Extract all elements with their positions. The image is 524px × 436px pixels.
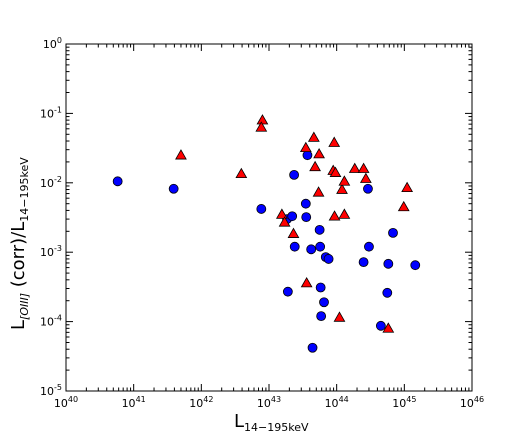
x-tick-label: 1042 xyxy=(189,395,213,410)
data-point-triangle xyxy=(357,162,370,173)
data-point-triangle xyxy=(328,210,341,221)
data-point-circle xyxy=(112,176,123,187)
y-tick-label: 10-5 xyxy=(40,383,62,398)
data-point-circle xyxy=(289,241,300,252)
x-tick-label: 1043 xyxy=(257,395,281,410)
data-markers xyxy=(112,114,421,353)
data-point-triangle xyxy=(255,121,268,132)
data-point-circle xyxy=(282,286,293,297)
data-point-circle xyxy=(314,224,325,235)
data-point-triangle xyxy=(313,147,325,159)
data-point-circle xyxy=(256,204,267,214)
data-point-triangle xyxy=(397,200,410,212)
data-point-circle xyxy=(363,183,373,194)
data-point-circle xyxy=(382,287,393,298)
y-axis-label: L[OIII] (corr)/L14−195keV xyxy=(8,157,31,330)
data-point-triangle xyxy=(307,131,320,142)
data-point-triangle xyxy=(309,160,321,172)
data-point-triangle xyxy=(359,172,372,183)
y-tick-label: 10-3 xyxy=(40,244,62,259)
data-point-triangle xyxy=(287,227,300,238)
data-point-circle xyxy=(410,260,421,271)
data-point-circle xyxy=(301,212,312,223)
data-point-triangle xyxy=(329,166,342,177)
data-point-circle xyxy=(358,257,369,268)
data-point-triangle xyxy=(401,181,414,192)
y-tick-label: 100 xyxy=(43,36,62,51)
y-tick-label: 10-1 xyxy=(40,105,62,120)
x-tick-label: 1040 xyxy=(54,395,78,410)
data-point-circle xyxy=(306,244,317,255)
data-point-triangle xyxy=(235,167,248,179)
data-point-triangle xyxy=(338,208,351,219)
data-point-circle xyxy=(287,211,298,222)
data-point-triangle xyxy=(382,322,395,333)
data-point-triangle xyxy=(175,149,187,160)
data-point-triangle xyxy=(300,276,313,288)
x-axis-label: L14−195keV xyxy=(234,411,309,434)
x-tick-label: 1045 xyxy=(392,395,416,410)
x-tick-label: 1044 xyxy=(325,395,349,410)
y-tick-label: 10-2 xyxy=(40,175,62,190)
data-point-circle xyxy=(168,183,179,194)
x-tick-label: 1046 xyxy=(460,395,484,410)
data-point-circle xyxy=(289,169,300,180)
data-point-triangle xyxy=(336,183,348,194)
data-point-triangle xyxy=(312,186,325,197)
data-point-triangle xyxy=(275,208,288,219)
data-point-circle xyxy=(375,320,386,331)
data-point-circle xyxy=(323,254,334,264)
data-point-circle xyxy=(300,198,311,209)
y-tick-label: 10-4 xyxy=(40,314,62,329)
data-point-circle xyxy=(388,227,398,238)
data-point-triangle xyxy=(348,162,361,173)
x-tick-label: 1041 xyxy=(122,395,146,410)
data-point-triangle xyxy=(333,311,346,322)
data-point-circle xyxy=(319,297,329,308)
data-point-circle xyxy=(364,241,374,252)
axis-ticks: 1040 1041 1042 1043 1044 1045 1046 100 10-1 10-2 1… xyxy=(40,36,484,410)
data-point-circle xyxy=(383,258,394,269)
data-point-circle xyxy=(316,311,327,322)
data-point-circle xyxy=(315,241,326,252)
plot-area xyxy=(65,43,473,392)
data-point-triangle xyxy=(338,175,351,186)
data-point-triangle xyxy=(299,141,312,153)
data-point-triangle xyxy=(328,136,341,147)
data-point-circle xyxy=(307,342,318,353)
data-point-triangle xyxy=(278,216,291,227)
data-point-circle xyxy=(315,282,326,293)
